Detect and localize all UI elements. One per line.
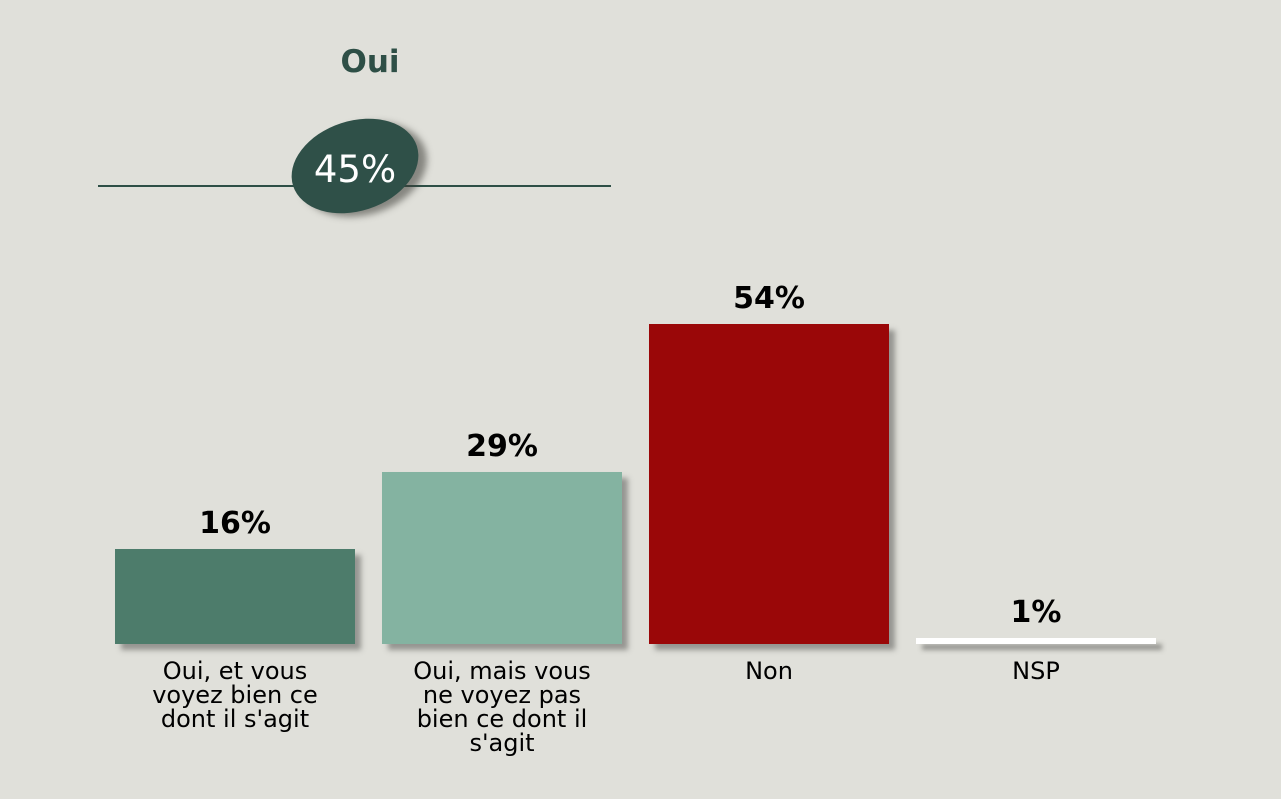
value-label-nsp: 1% [1010,595,1062,630]
bar-group: 54% Non [649,0,889,799]
bar-group: 29% Oui, mais vous ne voyez pas bien ce … [382,0,622,799]
bar-group: 1% NSP [916,0,1156,799]
category-label-nsp: NSP [1012,657,1060,685]
bar-oui-voyez-pas [382,472,622,644]
value-label-oui-voyez-pas: 29% [466,429,538,464]
bar-group: 16% Oui, et vous voyez bien ce dont il s… [115,0,355,799]
category-label-non: Non [745,657,793,685]
bar-oui-voyez-bien [115,549,355,644]
oui-total-value: 45% [313,148,397,191]
value-label-oui-voyez-bien: 16% [199,506,271,541]
group-title-oui: Oui [340,44,400,80]
category-label-oui-voyez-bien: Oui, et vous voyez bien ce dont il s'agi… [152,657,318,733]
value-label-non: 54% [733,281,805,316]
bar-nsp [916,638,1156,644]
category-label-oui-voyez-pas: Oui, mais vous ne voyez pas bien ce dont… [413,657,591,757]
bar-non [649,324,889,644]
